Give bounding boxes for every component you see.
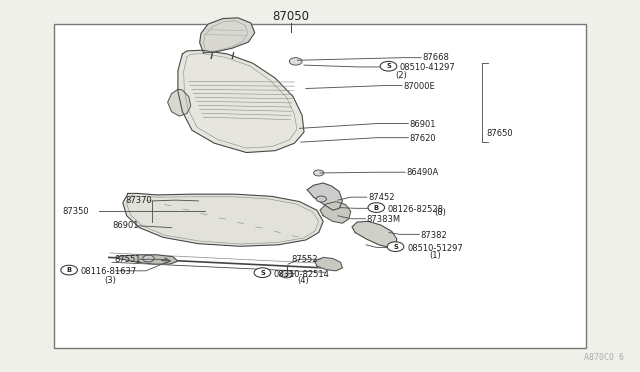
- Text: (2): (2): [396, 71, 407, 80]
- Circle shape: [380, 61, 397, 71]
- Text: (4): (4): [297, 276, 308, 285]
- Text: 08126-82528: 08126-82528: [388, 205, 444, 214]
- Text: 87650: 87650: [486, 129, 513, 138]
- Circle shape: [143, 255, 154, 262]
- Text: (8): (8): [434, 208, 446, 217]
- Text: 87452: 87452: [368, 193, 394, 202]
- Text: 08510-41297: 08510-41297: [400, 63, 456, 72]
- Text: 86901: 86901: [112, 221, 138, 230]
- Text: 87551: 87551: [114, 255, 140, 264]
- Polygon shape: [200, 18, 255, 53]
- Text: 87668: 87668: [422, 53, 449, 62]
- Polygon shape: [168, 89, 191, 116]
- Text: B: B: [374, 205, 379, 211]
- Bar: [54, 24, 586, 348]
- Text: 86901: 86901: [410, 120, 436, 129]
- Text: 87370: 87370: [125, 196, 152, 205]
- Text: S: S: [260, 270, 265, 276]
- Text: 87552: 87552: [291, 255, 317, 264]
- Text: A870C0 6: A870C0 6: [584, 353, 624, 362]
- Text: 87620: 87620: [410, 134, 436, 143]
- Text: 87050: 87050: [273, 10, 310, 23]
- Polygon shape: [123, 193, 323, 246]
- Polygon shape: [116, 255, 178, 264]
- Text: 08310-82514: 08310-82514: [274, 270, 330, 279]
- Circle shape: [316, 196, 326, 202]
- Circle shape: [289, 58, 302, 65]
- Circle shape: [368, 203, 385, 212]
- Circle shape: [314, 170, 324, 176]
- Text: B: B: [67, 267, 72, 273]
- Polygon shape: [320, 202, 351, 223]
- Circle shape: [387, 242, 404, 251]
- Circle shape: [254, 268, 271, 278]
- Text: (3): (3): [104, 276, 116, 285]
- Polygon shape: [352, 221, 397, 247]
- Text: 87382: 87382: [420, 231, 447, 240]
- Text: 86490A: 86490A: [406, 169, 438, 177]
- Polygon shape: [307, 183, 342, 210]
- Polygon shape: [178, 50, 304, 153]
- Text: 87000E: 87000E: [403, 82, 435, 91]
- Text: 87383M: 87383M: [367, 215, 401, 224]
- Polygon shape: [315, 257, 342, 271]
- Text: S: S: [386, 63, 391, 69]
- Text: (1): (1): [429, 251, 440, 260]
- Text: 08510-51297: 08510-51297: [407, 244, 463, 253]
- Circle shape: [280, 270, 293, 278]
- Circle shape: [61, 265, 77, 275]
- Text: 08116-81637: 08116-81637: [81, 267, 137, 276]
- Text: 87350: 87350: [63, 207, 90, 216]
- Text: S: S: [393, 244, 398, 250]
